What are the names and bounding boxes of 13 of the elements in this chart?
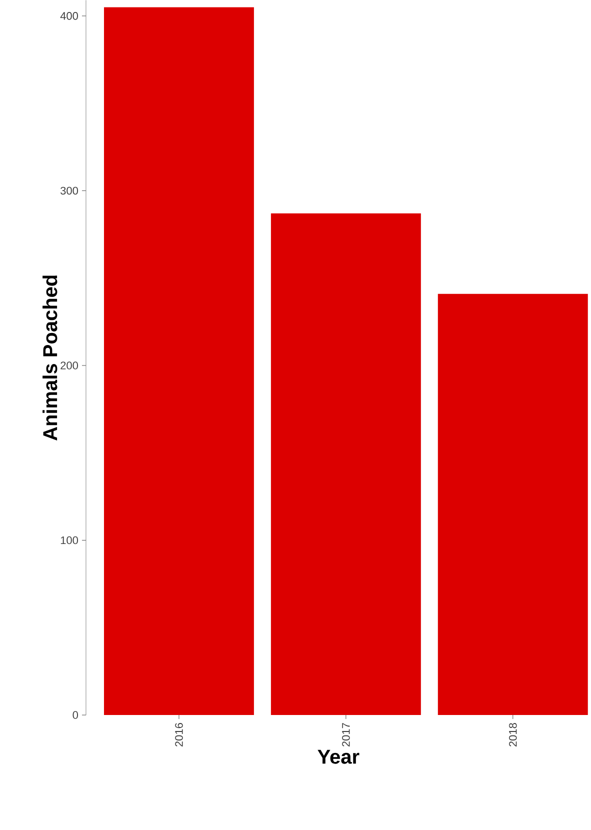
x-tick-label: 2018 [509,723,517,746]
bar [104,7,254,716]
y-tick-label: 100 [61,536,78,544]
bar [271,213,421,716]
y-tick-label: 300 [60,186,78,195]
y-tick-label: 0 [72,711,78,719]
y-tick-label: 200 [60,362,78,370]
y-tick-label: 400 [60,12,78,20]
x-axis-title: Year [318,750,360,764]
y-axis-title: Animals Poached [42,276,58,440]
x-tick-label: 2017 [342,723,350,746]
x-tick-label: 2016 [175,723,183,746]
bar [438,294,588,716]
